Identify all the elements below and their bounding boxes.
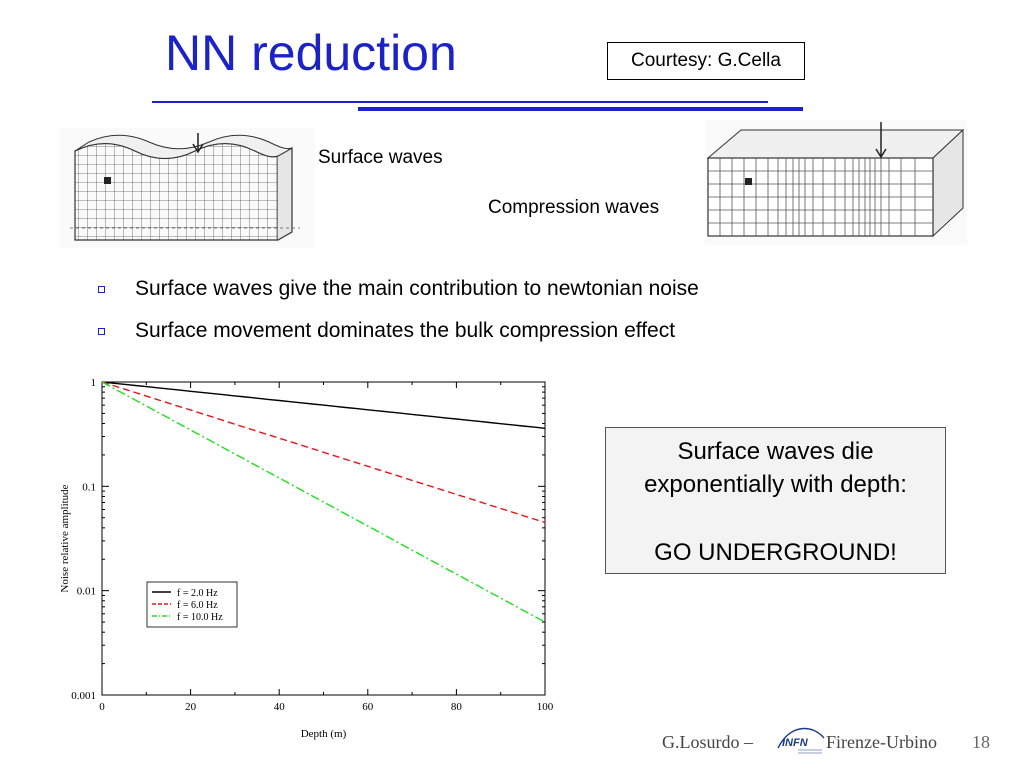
callout-line-3: GO UNDERGROUND!	[654, 539, 897, 566]
infn-logo: INFN	[777, 727, 825, 754]
surface-waves-label: Surface waves	[318, 147, 443, 168]
y-tick-label: 0.001	[71, 690, 96, 702]
x-tick-label: 0	[99, 701, 105, 713]
y-tick-label: 0.1	[82, 481, 96, 493]
bullet-text: Surface waves give the main contribution…	[135, 277, 699, 300]
legend-label: f = 10.0 Hz	[177, 612, 223, 623]
x-tick-label: 100	[537, 701, 554, 713]
series-line	[101, 381, 546, 429]
callout-line-1: Surface waves die	[677, 438, 874, 465]
courtesy-text: Courtesy: G.Cella	[631, 50, 781, 71]
plot-frame	[101, 381, 546, 696]
legend-box	[146, 581, 238, 628]
y-tick-label: 1	[91, 377, 97, 389]
title-underline-thick	[358, 107, 803, 111]
bullet-text: Surface movement dominates the bulk comp…	[135, 319, 676, 342]
title-underline	[152, 101, 768, 103]
bullet-square-icon	[98, 286, 105, 293]
footer-author: G.Losurdo –	[662, 732, 753, 752]
x-tick-label: 80	[451, 701, 463, 713]
series-line	[101, 381, 546, 524]
compression-wave-illustration	[705, 120, 967, 245]
noise-amplitude-chart: 0 20 40 60 80 100 0.001 0.01 0.1 1 Depth (m) Noise …	[59, 377, 554, 740]
x-tick-label: 40	[274, 701, 286, 713]
page-number: 18	[972, 732, 990, 752]
x-axis-label: Depth (m)	[301, 728, 347, 740]
footer-location: Firenze-Urbino	[826, 732, 937, 752]
infn-logo-text: INFN	[782, 737, 809, 749]
surface-wave-illustration	[60, 128, 315, 248]
callout-line-2: exponentially with depth:	[644, 471, 907, 498]
courtesy-box: Courtesy: G.Cella	[607, 42, 805, 80]
slide-title: NN reduction	[165, 25, 457, 81]
legend-label: f = 6.0 Hz	[177, 600, 218, 611]
compression-waves-label: Compression waves	[488, 197, 660, 218]
x-tick-label: 60	[362, 701, 374, 713]
y-axis-label: Noise relative amplitude	[59, 484, 71, 592]
bullet-square-icon	[98, 328, 105, 335]
legend-label: f = 2.0 Hz	[177, 588, 218, 599]
series-line	[101, 381, 546, 623]
x-tick-label: 20	[185, 701, 197, 713]
callout-box: Surface waves die exponentially with dep…	[605, 427, 946, 574]
y-tick-label: 0.01	[77, 586, 96, 598]
